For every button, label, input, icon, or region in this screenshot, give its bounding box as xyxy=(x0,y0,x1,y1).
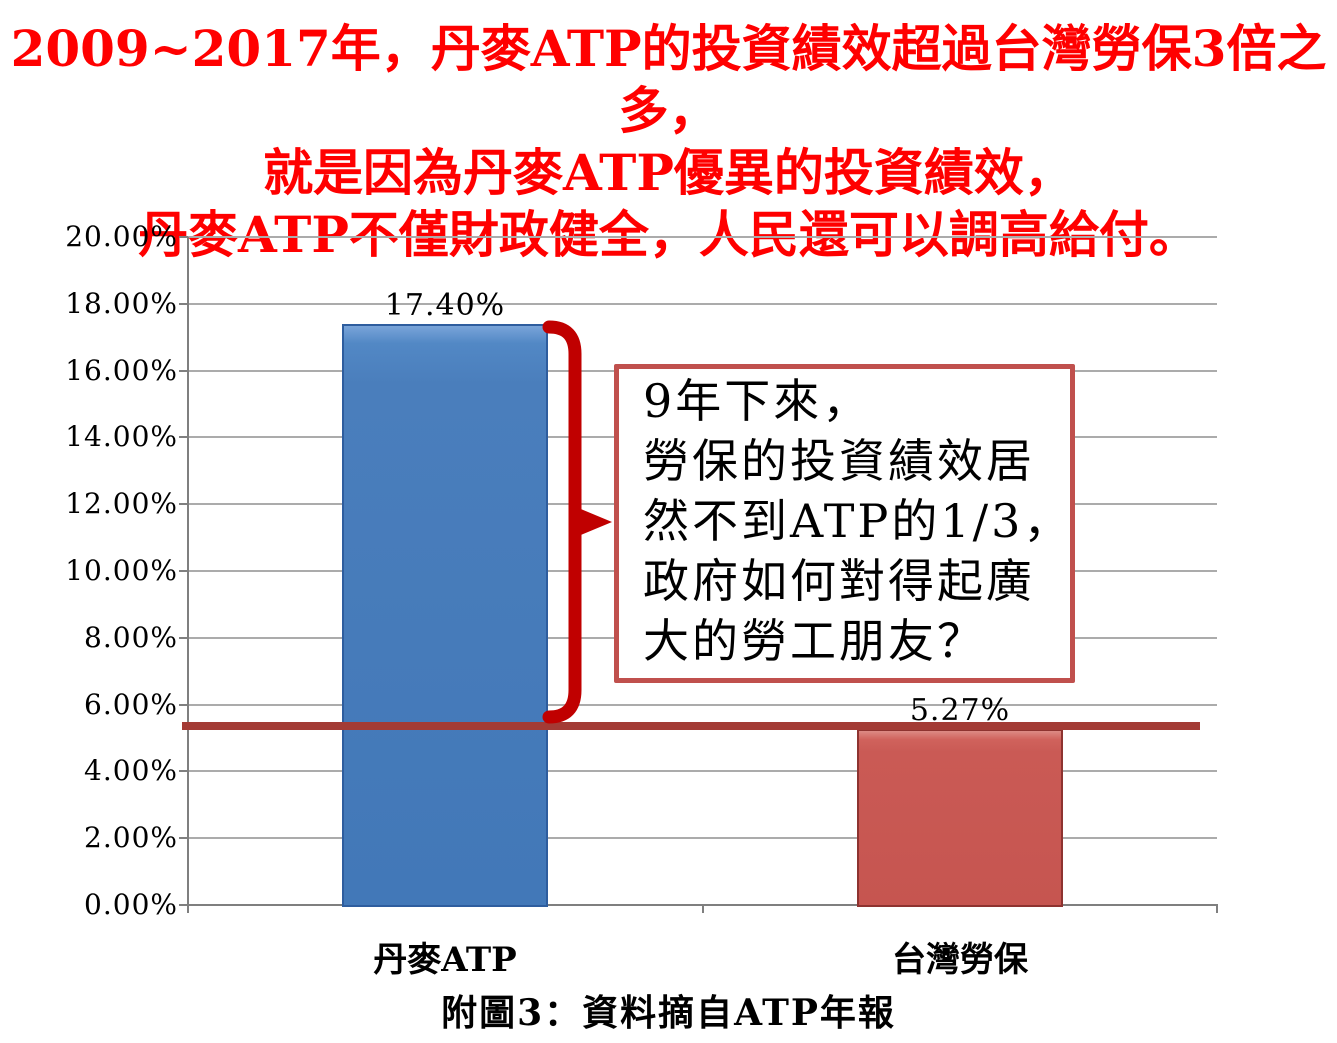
gridline xyxy=(188,303,1217,305)
category-label-denmark-atp: 丹麥ATP xyxy=(373,940,517,980)
y-axis-line xyxy=(187,237,189,905)
annotation-line-1: 9年下來， xyxy=(643,374,872,428)
y-tick-mark xyxy=(179,570,188,572)
annotation-line-2: 勞保的投資績效居 xyxy=(643,434,1035,488)
y-tick-mark xyxy=(179,637,188,639)
x-tick-mark xyxy=(1216,904,1218,913)
slide-title: 2009~2017年，丹麥ATP的投資績效超過台灣勞保3倍之多， 就是因為丹麥A… xyxy=(0,18,1337,266)
value-label-taiwan-labor: 5.27% xyxy=(909,693,1011,728)
y-tick-label: 4.00% xyxy=(84,754,178,787)
brace-pointer-icon xyxy=(576,507,612,537)
title-line-3: 丹麥ATP不僅財政健全，人民還可以調高給付。 xyxy=(138,205,1199,264)
y-tick-mark xyxy=(179,837,188,839)
y-tick-mark xyxy=(179,236,188,238)
x-tick-mark xyxy=(702,904,704,913)
y-tick-mark xyxy=(179,503,188,505)
y-tick-label: 20.00% xyxy=(65,220,178,253)
y-tick-label: 12.00% xyxy=(65,487,178,520)
y-tick-label: 2.00% xyxy=(84,821,178,854)
y-tick-label: 14.00% xyxy=(65,420,178,453)
value-label-denmark-atp: 17.40% xyxy=(384,288,506,323)
y-tick-label: 0.00% xyxy=(84,888,178,921)
annotation-line-5: 大的勞工朋友？ xyxy=(643,614,986,668)
x-axis-line xyxy=(180,904,1217,906)
gridline xyxy=(188,837,1217,839)
bar-denmark-atp xyxy=(342,324,548,907)
title-line-1: 2009~2017年，丹麥ATP的投資績效超過台灣勞保3倍之多， xyxy=(10,19,1327,140)
y-tick-label: 8.00% xyxy=(84,621,178,654)
x-tick-mark xyxy=(187,904,189,913)
title-line-2: 就是因為丹麥ATP優異的投資績效， xyxy=(263,143,1074,202)
figure-caption: 附圖3：資料摘自ATP年報 xyxy=(441,992,896,1034)
y-tick-label: 16.00% xyxy=(65,354,178,387)
annotation-line-3: 然不到ATP的1/3， xyxy=(643,494,1073,548)
annotation-line-4: 政府如何對得起廣 xyxy=(643,554,1035,608)
y-tick-mark xyxy=(179,770,188,772)
bar-taiwan-labor xyxy=(857,729,1063,907)
reference-line xyxy=(182,722,1200,730)
y-tick-mark xyxy=(179,303,188,305)
gridline xyxy=(188,236,1217,238)
y-tick-mark xyxy=(179,436,188,438)
y-tick-mark xyxy=(179,370,188,372)
y-tick-label: 6.00% xyxy=(84,688,178,721)
annotation-box: 9年下來， 勞保的投資績效居 然不到ATP的1/3， 政府如何對得起廣 大的勞工… xyxy=(614,364,1075,683)
y-tick-mark xyxy=(179,704,188,706)
gridline xyxy=(188,770,1217,772)
y-tick-label: 18.00% xyxy=(65,287,178,320)
category-label-taiwan-labor: 台灣勞保 xyxy=(892,940,1028,980)
y-tick-label: 10.00% xyxy=(65,554,178,587)
gridline xyxy=(188,704,1217,706)
